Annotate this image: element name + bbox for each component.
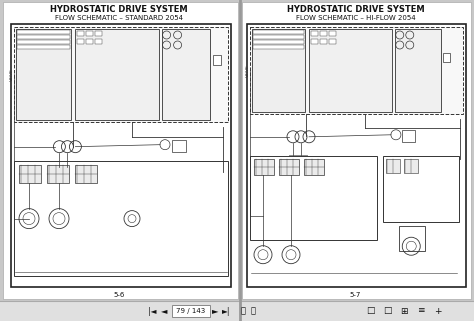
Bar bbox=[86, 31, 93, 36]
Text: ◄: ◄ bbox=[161, 307, 167, 316]
Bar bbox=[172, 305, 210, 317]
Bar bbox=[395, 29, 441, 112]
Text: ⊞: ⊞ bbox=[400, 307, 408, 316]
Bar bbox=[253, 45, 303, 48]
Text: |◄: |◄ bbox=[148, 307, 156, 316]
Bar bbox=[213, 56, 221, 65]
Bar bbox=[386, 159, 400, 172]
Text: ⎗: ⎗ bbox=[240, 307, 246, 316]
Text: ⎘: ⎘ bbox=[250, 307, 255, 316]
Bar bbox=[252, 29, 305, 112]
Text: FLOW SCHEMATIC – HI-FLOW 2054: FLOW SCHEMATIC – HI-FLOW 2054 bbox=[296, 15, 415, 21]
Bar bbox=[304, 159, 324, 175]
Bar bbox=[17, 40, 70, 44]
Text: HYDROSTATIC DRIVE SYSTEM: HYDROSTATIC DRIVE SYSTEM bbox=[287, 5, 424, 14]
Text: □: □ bbox=[366, 307, 374, 316]
Bar bbox=[86, 39, 93, 44]
Bar bbox=[402, 130, 415, 142]
Bar bbox=[253, 30, 303, 33]
Text: +: + bbox=[434, 307, 442, 316]
Bar bbox=[289, 155, 307, 162]
Bar bbox=[3, 2, 238, 299]
Bar bbox=[254, 159, 274, 175]
Bar bbox=[172, 140, 186, 152]
Bar bbox=[310, 39, 318, 44]
Text: ≡: ≡ bbox=[417, 307, 425, 316]
Bar bbox=[247, 24, 466, 287]
Text: 79 / 143: 79 / 143 bbox=[176, 308, 206, 314]
Bar bbox=[279, 159, 299, 175]
Text: ►|: ►| bbox=[222, 307, 230, 316]
Bar bbox=[310, 31, 318, 36]
Bar bbox=[19, 165, 41, 183]
Bar bbox=[242, 2, 471, 299]
Bar bbox=[16, 29, 71, 120]
Bar bbox=[162, 29, 210, 120]
Text: FLOW SCHEMATIC – STANDARD 2054: FLOW SCHEMATIC – STANDARD 2054 bbox=[55, 15, 183, 21]
Bar bbox=[11, 24, 231, 287]
Bar bbox=[47, 165, 69, 183]
Text: VALVE: VALVE bbox=[10, 68, 14, 81]
Bar bbox=[319, 31, 327, 36]
Bar bbox=[404, 159, 418, 172]
Bar bbox=[383, 155, 459, 222]
Text: 5-7: 5-7 bbox=[350, 292, 361, 298]
Bar bbox=[250, 27, 463, 114]
Bar bbox=[399, 226, 425, 251]
Bar bbox=[95, 39, 102, 44]
Text: 5-6: 5-6 bbox=[113, 292, 125, 298]
Text: □: □ bbox=[383, 307, 391, 316]
Bar bbox=[443, 53, 450, 62]
Bar bbox=[95, 31, 102, 36]
Bar bbox=[14, 161, 228, 276]
Text: VALVE: VALVE bbox=[246, 64, 250, 77]
Bar bbox=[328, 31, 336, 36]
Bar bbox=[309, 29, 392, 112]
Bar bbox=[75, 165, 97, 183]
Bar bbox=[250, 155, 377, 240]
Bar bbox=[77, 39, 84, 44]
Bar bbox=[17, 30, 70, 33]
Bar bbox=[14, 27, 228, 122]
Bar bbox=[17, 45, 70, 48]
Bar bbox=[75, 29, 159, 120]
Text: HYDROSTATIC DRIVE SYSTEM: HYDROSTATIC DRIVE SYSTEM bbox=[50, 5, 188, 14]
Bar bbox=[17, 35, 70, 39]
Text: ►: ► bbox=[212, 307, 218, 316]
Bar bbox=[319, 39, 327, 44]
Bar bbox=[77, 31, 84, 36]
Bar bbox=[253, 35, 303, 39]
Bar bbox=[253, 40, 303, 44]
Bar bbox=[55, 167, 75, 175]
Bar bbox=[328, 39, 336, 44]
Bar bbox=[0, 301, 474, 321]
